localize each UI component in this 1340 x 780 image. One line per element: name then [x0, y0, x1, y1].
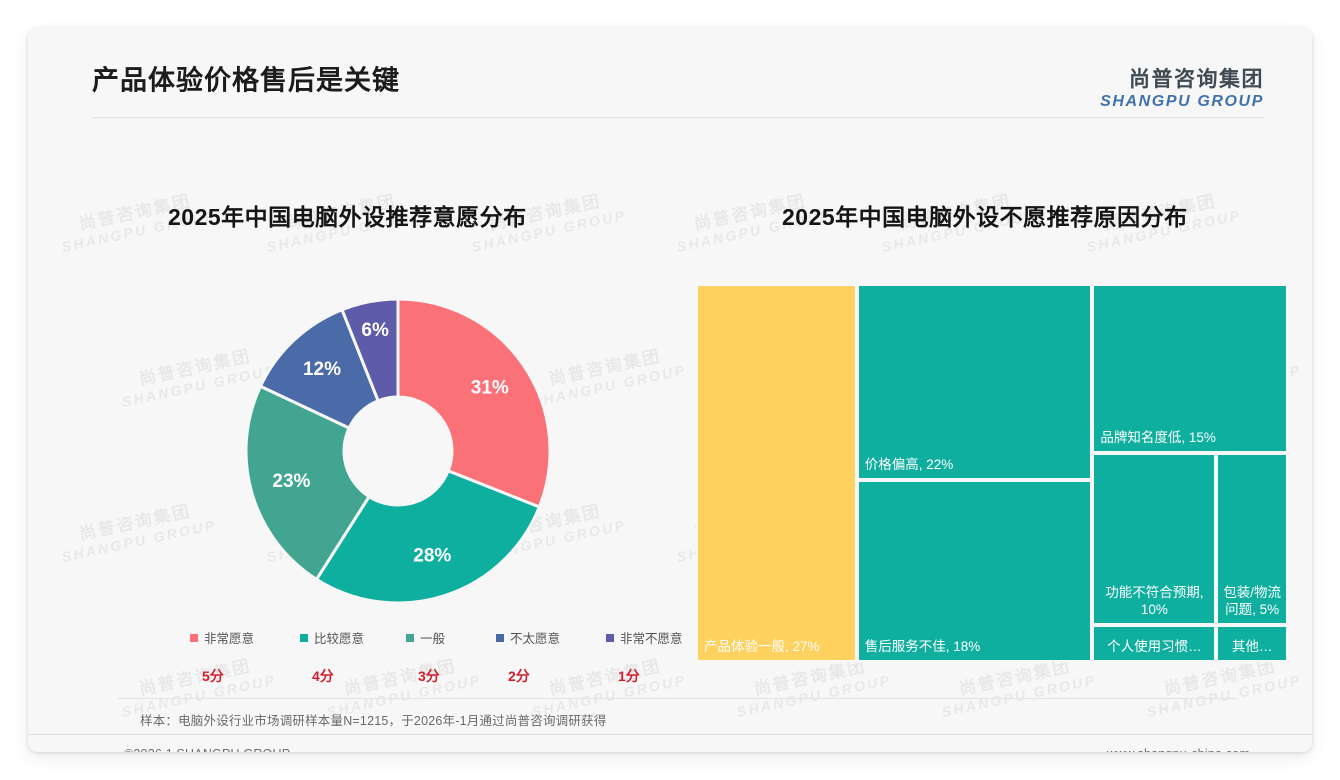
treemap-cell-label: 价格偏高, 22% — [864, 457, 954, 473]
legend-swatch-icon — [406, 633, 414, 642]
treemap-cell-label: 功能不符合预期, 10% — [1105, 585, 1204, 617]
slide-canvas: 尚普咨询集团 SHANGPU GROUP 尚普咨询集团 SHANGPU GROUP 尚普… — [28, 28, 1312, 752]
footer-divider — [28, 734, 1312, 735]
treemap-cell-3[interactable]: 售后服务不佳, 18% — [856, 479, 1093, 662]
legend-label: 不太愿意 — [510, 632, 561, 646]
legend-score-2: 4分 — [312, 668, 334, 684]
donut-slice-3[interactable] — [244, 384, 372, 582]
legend-swatch-icon — [300, 633, 308, 642]
sample-note: 样本：电脑外设行业市场调研样本量N=1215，于2026年-1月通过尚普咨询调研… — [140, 714, 607, 728]
legend-swatch-icon — [190, 633, 198, 642]
legend-item-4[interactable]: 不太愿意 — [496, 628, 560, 647]
legend-item-5[interactable]: 非常不愿意 — [606, 628, 683, 647]
donut-slice-label-2: 28% — [413, 546, 451, 567]
donut-slice-label-1: 31% — [471, 378, 509, 399]
legend-label: 非常不愿意 — [620, 632, 683, 646]
treemap-cell-label: 品牌知名度低, 15% — [1100, 430, 1216, 446]
logo-english-text: SHANGPU GROUP — [1100, 93, 1264, 111]
donut-legend: 非常愿意 比较愿意 一般 不太愿意 非常不愿意 5分 4分 3分 2分 1分 — [178, 628, 683, 688]
page-title: 产品体验价格售后是关键 — [92, 65, 400, 96]
treemap-cell-label: 其他… — [1231, 639, 1273, 655]
donut-slice-5[interactable] — [340, 297, 400, 403]
unwilling-reasons-treemap-chart: 产品体验一般, 27% 价格偏高, 22% 售后服务不佳, 18% 品牌知名度低, 1… — [696, 284, 1288, 662]
donut-slice-label-5: 6% — [361, 320, 389, 341]
brand-logo: 尚普咨询集团 SHANGPU GROUP — [1100, 68, 1264, 111]
logo-chinese-text: 尚普咨询集团 — [1129, 68, 1264, 91]
legend-item-3[interactable]: 一般 — [406, 628, 445, 647]
donut-slice-label-3: 23% — [272, 471, 310, 492]
legend-score-5: 1分 — [618, 668, 640, 684]
legend-label: 非常愿意 — [204, 632, 255, 646]
treemap-cell-label: 售后服务不佳, 18% — [864, 639, 981, 655]
website-link[interactable]: www.shangpu-china.com — [1107, 747, 1250, 752]
legend-score-row: 5分 4分 3分 2分 1分 — [178, 666, 678, 688]
donut-slice-2[interactable] — [314, 468, 542, 605]
legend-swatch-icon — [496, 633, 504, 642]
legend-score-1: 5分 — [202, 668, 224, 684]
treemap-cell-8[interactable]: 其他… — [1216, 624, 1288, 662]
treemap-cell-label: 产品体验一般, 27% — [704, 639, 820, 655]
treemap-cell-7[interactable]: 个人使用习惯… — [1092, 624, 1217, 662]
treemap-cell-4[interactable]: 品牌知名度低, 15% — [1092, 284, 1288, 453]
legend-score-4: 2分 — [508, 668, 530, 684]
treemap-cell-label: 个人使用习惯… — [1107, 639, 1202, 655]
legend-item-2[interactable]: 比较愿意 — [300, 628, 364, 647]
slide-header: 产品体验价格售后是关键 尚普咨询集团 SHANGPU GROUP — [28, 28, 1312, 118]
donut-slice-4[interactable] — [258, 307, 381, 431]
donut-chart-title: 2025年中国电脑外设推荐意愿分布 — [168, 204, 527, 230]
treemap-cell-label: 包装/物流问题, 5% — [1223, 585, 1282, 617]
copyright-text: ©2026.1 SHANGPU GROUP — [124, 747, 290, 752]
header-divider — [92, 117, 1264, 118]
donut-slice-label-4: 12% — [303, 359, 341, 380]
treemap-cell-2[interactable]: 价格偏高, 22% — [856, 284, 1093, 480]
legend-items-row: 非常愿意 比较愿意 一般 不太愿意 非常不愿意 — [178, 628, 683, 650]
treemap-cell-5[interactable]: 功能不符合预期, 10% — [1092, 452, 1217, 625]
treemap-cell-6[interactable]: 包装/物流问题, 5% — [1216, 452, 1288, 625]
slide-footer: ©2026.1 SHANGPU GROUP www.shangpu-china.… — [28, 735, 1312, 752]
legend-score-3: 3分 — [418, 668, 440, 684]
legend-label: 一般 — [420, 632, 446, 646]
note-divider — [118, 698, 1237, 699]
legend-label: 比较愿意 — [314, 632, 365, 646]
donut-svg: 31% 28% 23% 12% 6% — [244, 297, 552, 605]
legend-item-1[interactable]: 非常愿意 — [190, 628, 254, 647]
legend-swatch-icon — [606, 633, 614, 642]
donut-slice-1[interactable] — [396, 297, 552, 509]
recommendation-willingness-donut-chart: 31% 28% 23% 12% 6% — [203, 271, 593, 631]
treemap-cell-1[interactable]: 产品体验一般, 27% — [696, 284, 857, 662]
treemap-chart-title: 2025年中国电脑外设不愿推荐原因分布 — [782, 204, 1188, 230]
